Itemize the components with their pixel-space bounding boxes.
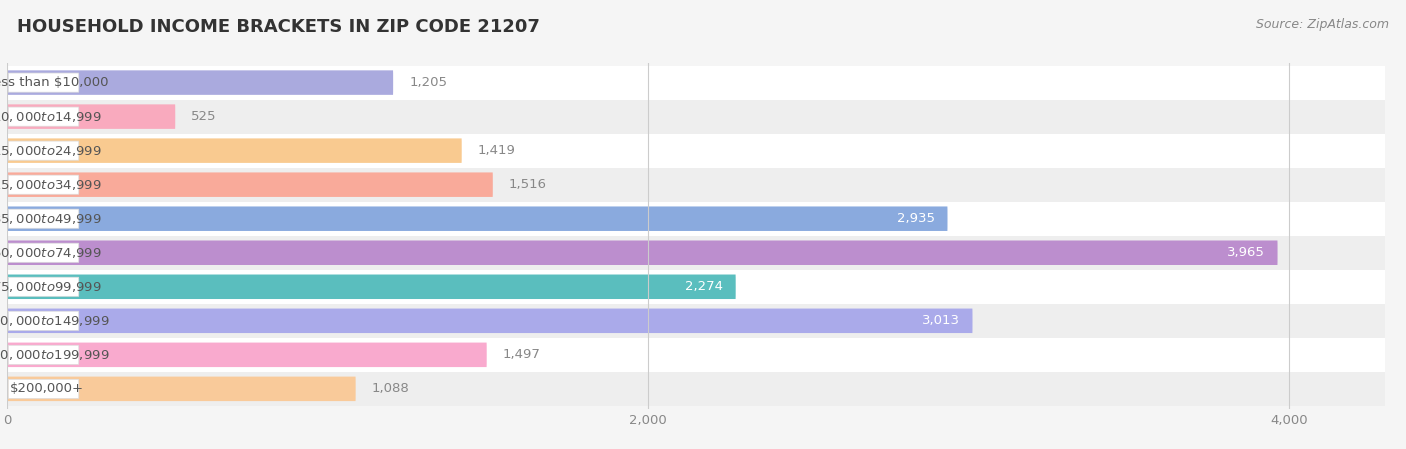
Bar [7, 167, 1385, 202]
FancyBboxPatch shape [8, 277, 79, 296]
FancyBboxPatch shape [7, 138, 461, 163]
FancyBboxPatch shape [7, 274, 735, 299]
Text: HOUSEHOLD INCOME BRACKETS IN ZIP CODE 21207: HOUSEHOLD INCOME BRACKETS IN ZIP CODE 21… [17, 18, 540, 36]
Text: 1,516: 1,516 [509, 178, 547, 191]
Bar [7, 100, 1385, 134]
FancyBboxPatch shape [7, 172, 494, 197]
Text: 525: 525 [191, 110, 217, 123]
FancyBboxPatch shape [7, 104, 176, 129]
FancyBboxPatch shape [8, 345, 79, 365]
Text: 1,419: 1,419 [478, 144, 516, 157]
Text: 1,205: 1,205 [409, 76, 447, 89]
FancyBboxPatch shape [8, 175, 79, 194]
Text: 2,935: 2,935 [897, 212, 935, 225]
Bar [7, 304, 1385, 338]
FancyBboxPatch shape [8, 311, 79, 330]
Text: Source: ZipAtlas.com: Source: ZipAtlas.com [1256, 18, 1389, 31]
Text: $10,000 to $14,999: $10,000 to $14,999 [0, 110, 101, 123]
FancyBboxPatch shape [8, 243, 79, 262]
FancyBboxPatch shape [8, 73, 79, 92]
Bar [7, 236, 1385, 270]
Text: $100,000 to $149,999: $100,000 to $149,999 [0, 314, 110, 328]
Text: $35,000 to $49,999: $35,000 to $49,999 [0, 212, 101, 226]
Bar [7, 372, 1385, 406]
FancyBboxPatch shape [7, 207, 948, 231]
Bar [7, 202, 1385, 236]
FancyBboxPatch shape [8, 107, 79, 126]
FancyBboxPatch shape [7, 343, 486, 367]
FancyBboxPatch shape [8, 209, 79, 228]
Text: 1,497: 1,497 [503, 348, 541, 361]
FancyBboxPatch shape [7, 377, 356, 401]
Text: 2,274: 2,274 [685, 280, 723, 293]
Text: Less than $10,000: Less than $10,000 [0, 76, 108, 89]
Text: 1,088: 1,088 [371, 383, 409, 396]
FancyBboxPatch shape [8, 141, 79, 160]
Bar [7, 66, 1385, 100]
FancyBboxPatch shape [7, 308, 973, 333]
FancyBboxPatch shape [7, 241, 1278, 265]
Text: 3,013: 3,013 [922, 314, 960, 327]
Text: 3,965: 3,965 [1227, 246, 1265, 259]
Text: $150,000 to $199,999: $150,000 to $199,999 [0, 348, 110, 362]
FancyBboxPatch shape [8, 379, 79, 398]
Text: $15,000 to $24,999: $15,000 to $24,999 [0, 144, 101, 158]
Bar [7, 270, 1385, 304]
Bar [7, 338, 1385, 372]
Bar [7, 134, 1385, 167]
FancyBboxPatch shape [7, 70, 394, 95]
Text: $50,000 to $74,999: $50,000 to $74,999 [0, 246, 101, 260]
Text: $25,000 to $34,999: $25,000 to $34,999 [0, 178, 101, 192]
Text: $200,000+: $200,000+ [10, 383, 84, 396]
Text: $75,000 to $99,999: $75,000 to $99,999 [0, 280, 101, 294]
